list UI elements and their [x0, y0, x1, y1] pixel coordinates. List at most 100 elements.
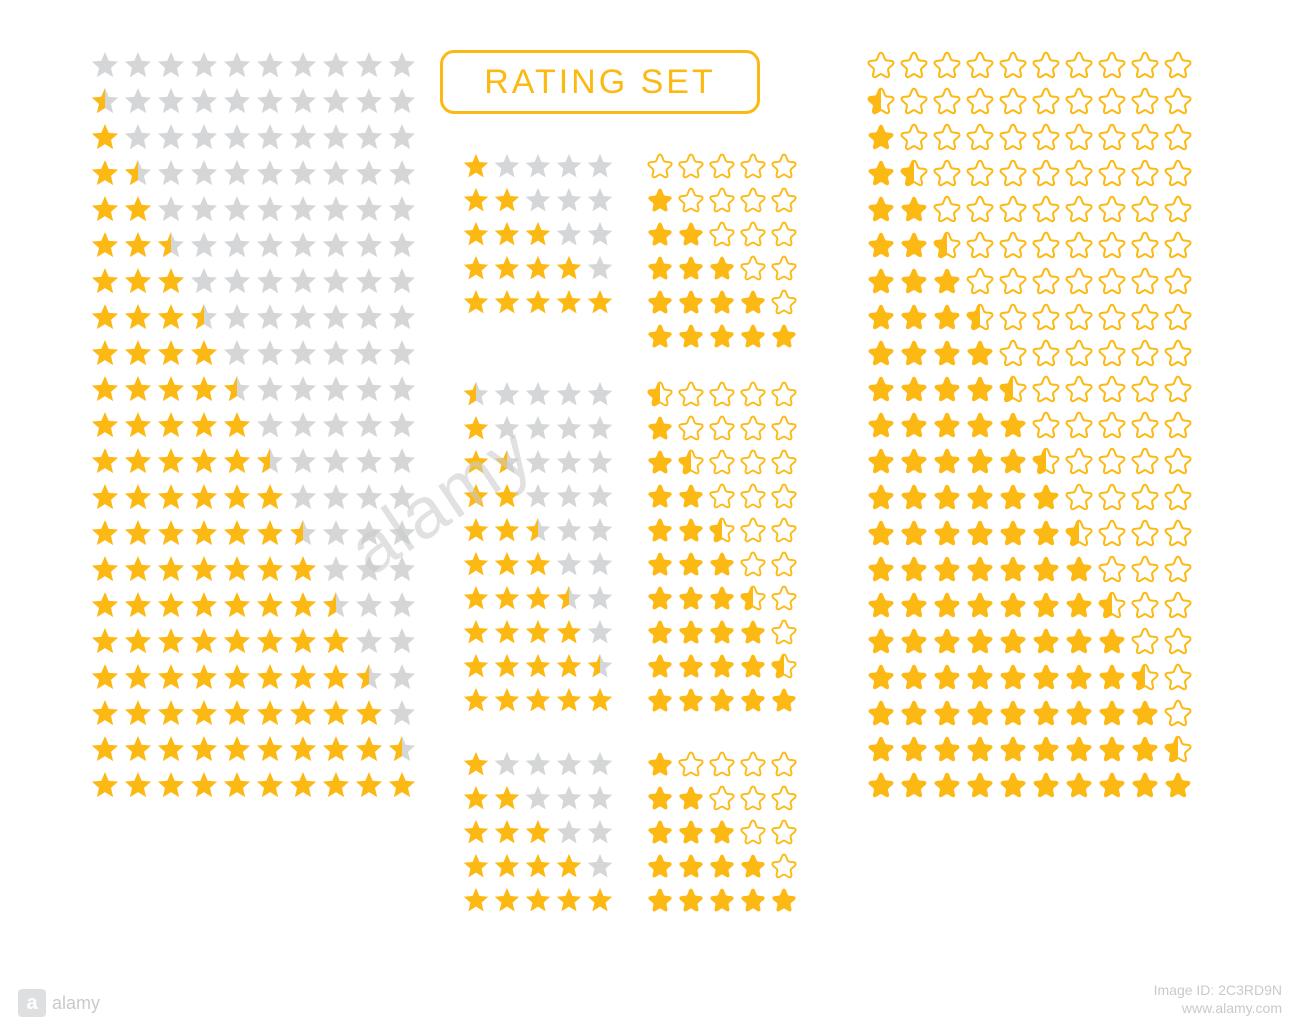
star-icon: [899, 770, 929, 800]
star-icon: [1097, 734, 1127, 764]
star-icon: [288, 734, 318, 764]
star-icon: [866, 86, 896, 116]
rating-row: [462, 818, 614, 846]
star-icon: [288, 698, 318, 728]
star-icon: [255, 770, 285, 800]
star-icon: [354, 662, 384, 692]
star-icon: [493, 380, 521, 408]
star-icon: [708, 750, 736, 778]
rating-row: [462, 414, 614, 442]
star-icon: [1064, 734, 1094, 764]
star-icon: [387, 50, 417, 80]
star-icon: [1163, 374, 1193, 404]
star-icon: [288, 662, 318, 692]
star-icon: [866, 734, 896, 764]
star-icon: [354, 482, 384, 512]
star-icon: [156, 482, 186, 512]
star-icon: [123, 626, 153, 656]
star-icon: [354, 518, 384, 548]
star-icon: [1163, 554, 1193, 584]
star-icon: [932, 86, 962, 116]
rating-row: [462, 886, 614, 914]
star-icon: [1097, 590, 1127, 620]
star-icon: [677, 618, 705, 646]
star-icon: [932, 662, 962, 692]
star-icon: [586, 220, 614, 248]
star-icon: [770, 322, 798, 350]
star-icon: [156, 410, 186, 440]
star-icon: [899, 302, 929, 332]
star-icon: [998, 518, 1028, 548]
rating-row: [646, 152, 798, 180]
star-icon: [255, 122, 285, 152]
star-icon: [586, 186, 614, 214]
star-icon: [739, 220, 767, 248]
rating-row: [646, 448, 798, 476]
star-icon: [1097, 518, 1127, 548]
star-icon: [770, 414, 798, 442]
star-icon: [222, 734, 252, 764]
star-icon: [123, 518, 153, 548]
star-icon: [354, 50, 384, 80]
rating-row: [462, 254, 614, 282]
star-icon: [1064, 770, 1094, 800]
star-icon: [90, 698, 120, 728]
star-icon: [1031, 266, 1061, 296]
star-icon: [354, 770, 384, 800]
star-icon: [739, 152, 767, 180]
star-icon: [156, 158, 186, 188]
star-icon: [222, 590, 252, 620]
star-icon: [555, 152, 583, 180]
star-icon: [493, 886, 521, 914]
star-icon: [646, 414, 674, 442]
rating-row: [90, 626, 417, 656]
star-icon: [1130, 482, 1160, 512]
star-icon: [1130, 554, 1160, 584]
star-icon: [524, 750, 552, 778]
star-icon: [1130, 518, 1160, 548]
rating-panel: [646, 152, 798, 350]
star-icon: [387, 302, 417, 332]
star-icon: [1163, 302, 1193, 332]
star-icon: [646, 220, 674, 248]
star-icon: [524, 584, 552, 612]
star-icon: [288, 446, 318, 476]
star-icon: [1163, 122, 1193, 152]
star-icon: [1130, 266, 1160, 296]
star-icon: [708, 186, 736, 214]
star-icon: [932, 158, 962, 188]
star-icon: [321, 230, 351, 260]
star-icon: [1130, 626, 1160, 656]
star-icon: [493, 288, 521, 316]
star-icon: [998, 662, 1028, 692]
star-icon: [555, 414, 583, 442]
star-icon: [90, 554, 120, 584]
star-icon: [677, 288, 705, 316]
rating-row: [90, 662, 417, 692]
star-icon: [462, 852, 490, 880]
star-icon: [493, 852, 521, 880]
rating-row: [646, 818, 798, 846]
star-icon: [354, 698, 384, 728]
rating-row: [646, 886, 798, 914]
rating-row: [462, 220, 614, 248]
rating-panel: [462, 152, 614, 316]
rating-canvas: RATING SET: [90, 50, 1210, 950]
star-icon: [708, 852, 736, 880]
rating-row: [866, 698, 1193, 728]
star-icon: [255, 86, 285, 116]
star-icon: [493, 584, 521, 612]
watermark-logo: a alamy: [18, 989, 100, 1017]
star-icon: [1064, 374, 1094, 404]
star-icon: [387, 482, 417, 512]
star-icon: [189, 158, 219, 188]
rating-row: [646, 322, 798, 350]
star-icon: [586, 652, 614, 680]
star-icon: [866, 518, 896, 548]
rating-row: [462, 784, 614, 812]
star-icon: [123, 302, 153, 332]
star-icon: [354, 626, 384, 656]
star-icon: [462, 220, 490, 248]
star-icon: [1031, 158, 1061, 188]
star-icon: [1163, 158, 1193, 188]
